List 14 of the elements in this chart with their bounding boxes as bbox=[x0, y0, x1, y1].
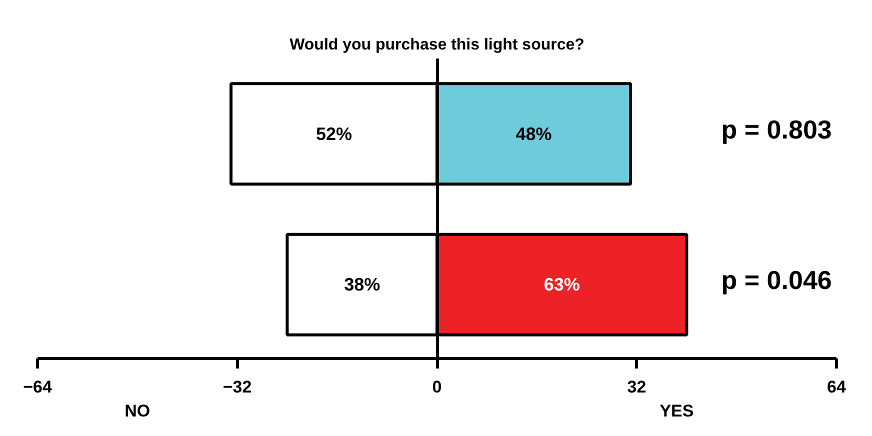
x-tick-label: 0 bbox=[432, 378, 442, 396]
annotation: 38% bbox=[344, 274, 380, 295]
annotation: 48% bbox=[516, 124, 552, 144]
annotation: p = 0.803 bbox=[721, 114, 832, 144]
x-tick-label: 32 bbox=[627, 378, 646, 396]
annotation: 52% bbox=[316, 124, 352, 144]
x-tick-label: −32 bbox=[222, 378, 252, 396]
x-tick-label: 64 bbox=[827, 378, 846, 396]
text: YES bbox=[660, 402, 694, 420]
x-tick-label: −64 bbox=[23, 378, 52, 396]
annotation: p = 0.046 bbox=[721, 265, 832, 296]
chart-title: Would you purchase this light source? bbox=[290, 36, 584, 54]
text: NO bbox=[124, 402, 150, 420]
annotation: 63% bbox=[544, 274, 580, 295]
